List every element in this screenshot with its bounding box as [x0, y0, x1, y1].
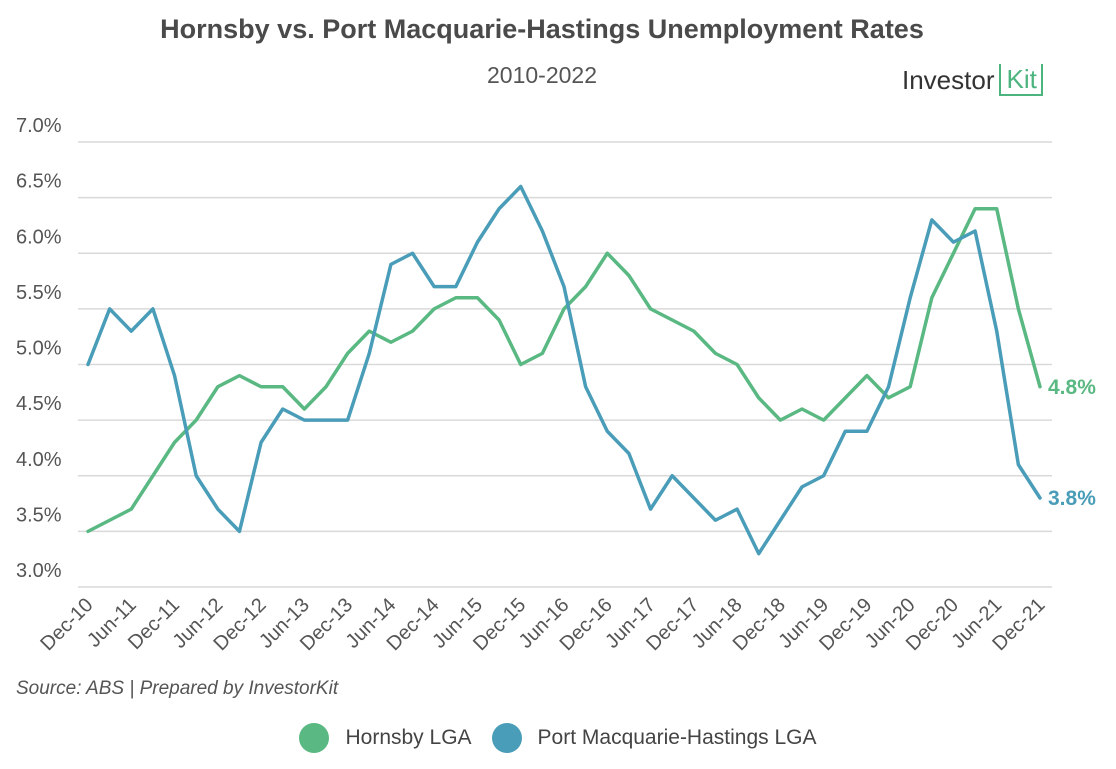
- chart-title: Hornsby vs. Port Macquarie-Hastings Unem…: [160, 14, 924, 44]
- series-line-port-macquarie: [86, 184, 1042, 556]
- end-value-label: 3.8%: [1048, 487, 1096, 510]
- y-tick-label: 6.5%: [16, 171, 62, 193]
- logo-mark: Kit: [998, 64, 1044, 96]
- legend: Hornsby LGA Port Macquarie-Hastings LGA: [0, 723, 1116, 753]
- source-note: Source: ABS | Prepared by InvestorKit: [16, 678, 339, 699]
- chart-subtitle: 2010-2022: [487, 62, 597, 88]
- legend-item[interactable]: Hornsby LGA: [299, 723, 472, 753]
- y-tick-label: 5.0%: [16, 338, 62, 360]
- y-tick-label: 5.5%: [16, 282, 62, 304]
- y-tick-label: 3.0%: [16, 560, 62, 582]
- legend-swatch: [299, 723, 330, 753]
- legend-swatch: [491, 723, 522, 753]
- y-tick-label: 6.0%: [16, 226, 62, 248]
- logo-text: Investor: [902, 64, 995, 95]
- y-axis-ticks: 3.0% 3.5% 4.0% 4.5% 5.0% 5.5% 6.0% 6.5% 7.0%: [16, 115, 62, 582]
- series-lines: [86, 184, 1042, 556]
- y-tick-label: 4.5%: [16, 393, 62, 415]
- series-line-hornsby: [86, 207, 1042, 534]
- y-tick-label: 4.0%: [16, 449, 62, 471]
- legend-label: Hornsby LGA: [345, 726, 472, 749]
- x-tick-label: Dec-10: [36, 594, 97, 655]
- grid-lines: [78, 141, 1052, 588]
- end-value-label: 4.8%: [1048, 376, 1096, 399]
- legend-label: Port Macquarie-Hastings LGA: [537, 726, 817, 749]
- y-tick-label: 7.0%: [16, 115, 62, 137]
- legend-item[interactable]: Port Macquarie-Hastings LGA: [491, 723, 817, 753]
- investorkit-logo: Investor Kit: [902, 62, 1044, 98]
- x-axis-ticks: Dec-10Jun-11Dec-11Jun-12Dec-12Jun-13Dec-…: [36, 594, 1049, 655]
- end-labels: 4.8% 3.8%: [1048, 376, 1096, 510]
- y-tick-label: 3.5%: [16, 504, 62, 526]
